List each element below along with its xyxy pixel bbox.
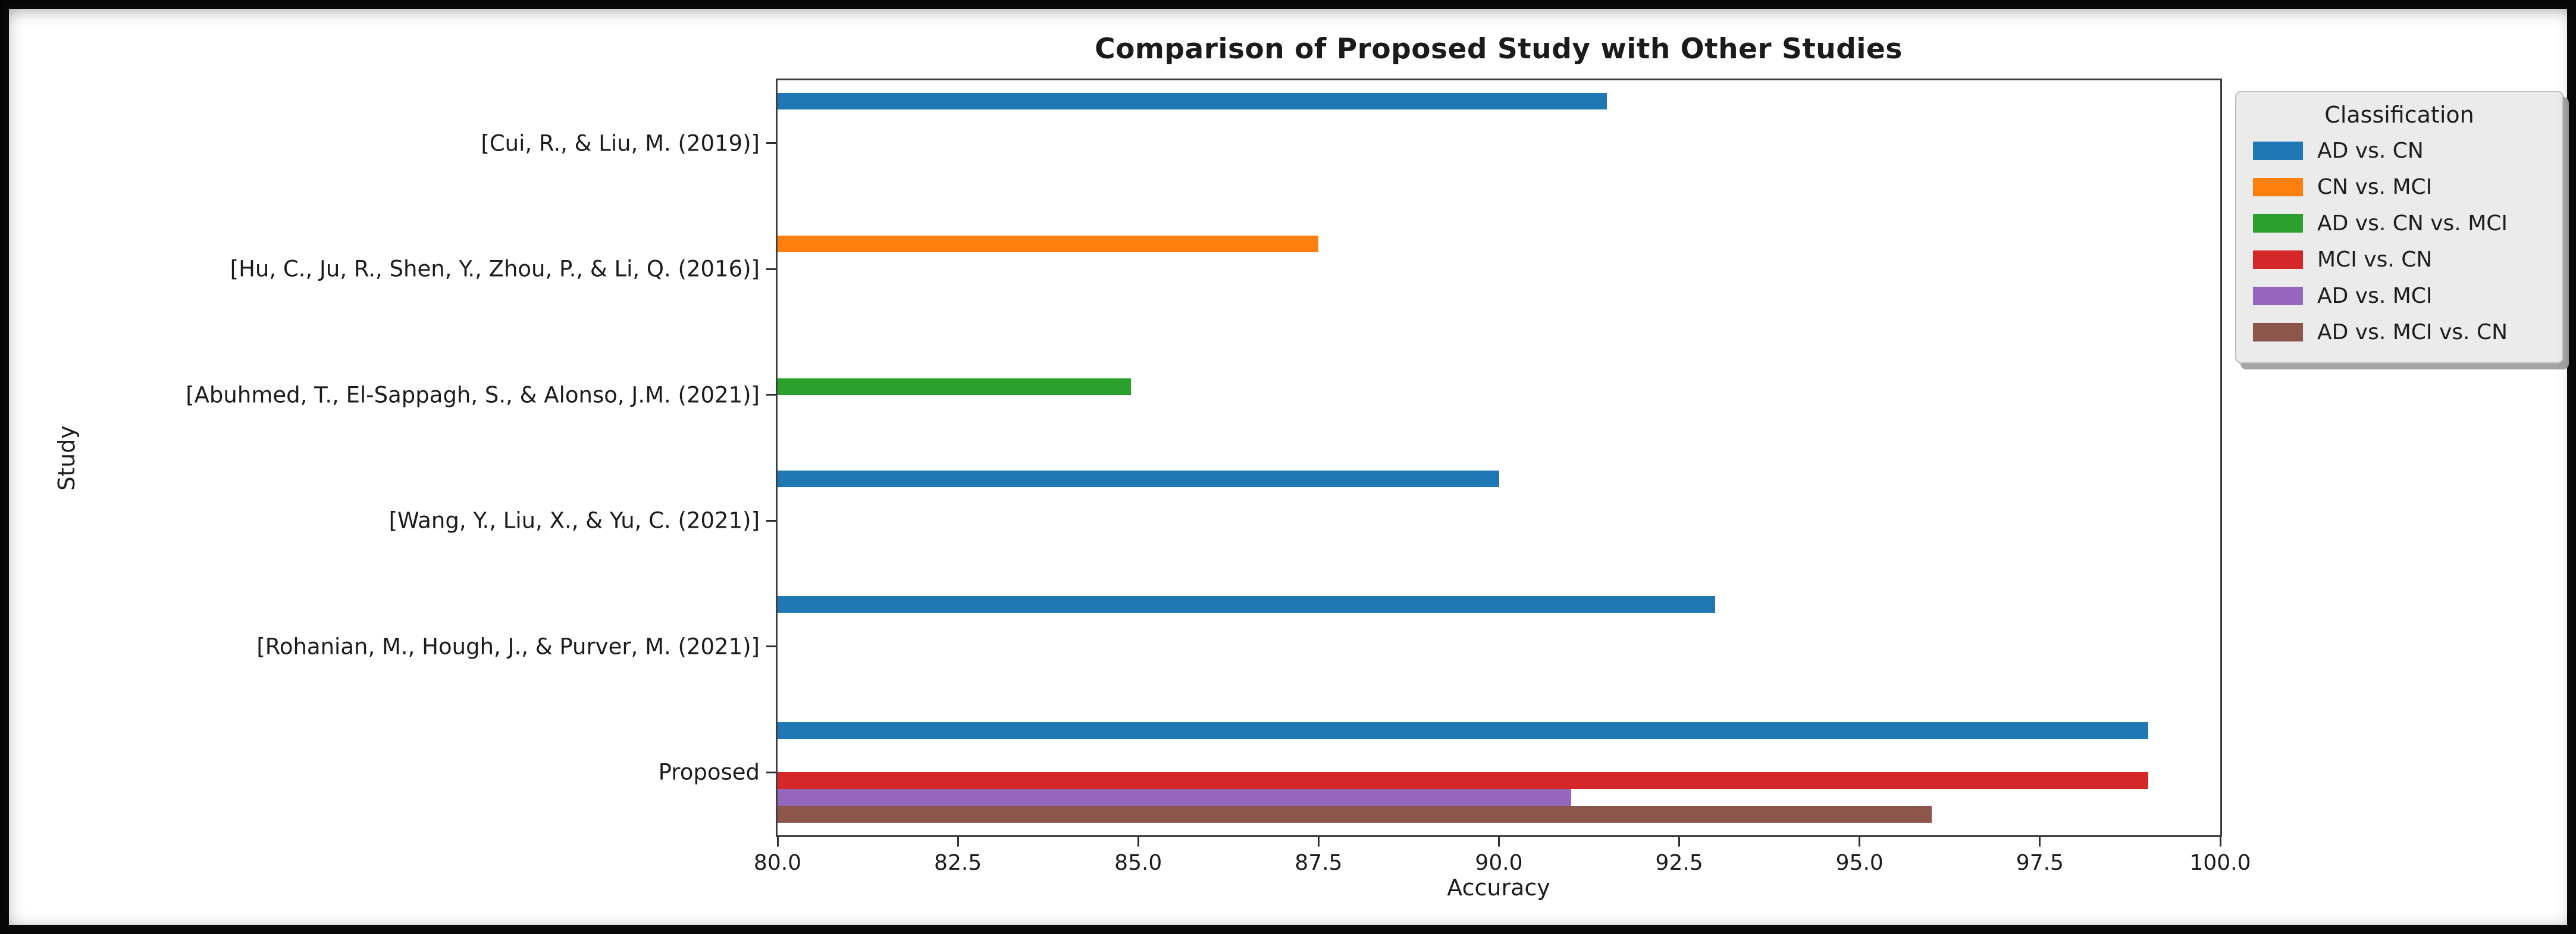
y-tick-mark <box>766 645 776 648</box>
x-tick-label: 92.5 <box>1655 851 1703 875</box>
bar <box>778 722 2148 739</box>
legend-swatch <box>2253 214 2303 233</box>
x-tick-mark <box>2219 837 2221 847</box>
legend-item: AD vs. MCI vs. CN <box>2236 314 2562 350</box>
x-tick-mark <box>1859 837 1861 847</box>
x-tick-mark <box>1678 837 1681 847</box>
legend-label: AD vs. CN vs. MCI <box>2317 211 2508 236</box>
category-tick-label: Proposed <box>658 759 760 785</box>
x-tick-mark <box>1498 837 1500 847</box>
y-tick-mark <box>766 519 776 522</box>
legend-item: AD vs. CN vs. MCI <box>2236 205 2562 242</box>
y-tick-mark <box>766 771 776 773</box>
x-tick-mark <box>2039 837 2041 847</box>
plot-area: 80.0 82.5 85.0 87.5 90.0 92.5 95.0 97.5 100.0 [Cu… <box>186 79 2251 875</box>
category-tick-label: [Abuhmed, T., El-Sappagh, S., & Alonso, … <box>186 382 760 408</box>
bar <box>778 789 1571 806</box>
x-tick-label: 87.5 <box>1295 851 1343 875</box>
legend-swatch <box>2253 178 2303 196</box>
y-tick-mark <box>766 268 776 270</box>
legend-label: AD vs. MCI vs. CN <box>2317 320 2508 344</box>
bar <box>778 470 1499 487</box>
bar <box>778 596 1716 613</box>
x-tick-label: 85.0 <box>1114 851 1162 875</box>
x-tick-label: 90.0 <box>1475 851 1523 875</box>
category-tick-label: [Hu, C., Ju, R., Shen, Y., Zhou, P., & L… <box>230 256 760 282</box>
legend-swatch <box>2253 250 2303 269</box>
y-axis-label: Study <box>53 425 80 491</box>
legend-label: MCI vs. CN <box>2317 247 2433 272</box>
chart-title: Comparison of Proposed Study with Other … <box>1095 33 1903 65</box>
legend-swatch <box>2253 142 2303 160</box>
bar <box>778 378 1132 395</box>
x-axis-label: Accuracy <box>1447 875 1550 901</box>
category-tick-label: [Rohanian, M., Hough, J., & Purver, M. (… <box>256 634 760 660</box>
legend-title: Classification <box>2324 102 2474 128</box>
y-tick-mark <box>766 394 776 396</box>
category-tick-label: [Cui, R., & Liu, M. (2019)] <box>481 130 760 156</box>
legend-label: AD vs. MCI <box>2317 284 2433 308</box>
bar <box>778 806 1932 823</box>
bar <box>778 93 1607 110</box>
category-tick-label: [Wang, Y., Liu, X., & Yu, C. (2021)] <box>388 507 760 534</box>
bar <box>778 772 2148 789</box>
x-tick-label: 80.0 <box>753 851 802 875</box>
x-tick-label: 97.5 <box>2016 851 2064 875</box>
x-tick-label: 100.0 <box>2189 851 2251 875</box>
legend-item: CN vs. MCI <box>2236 169 2562 205</box>
x-tick-mark <box>776 837 779 847</box>
legend-swatch <box>2253 287 2303 305</box>
x-tick-mark <box>957 837 959 847</box>
legend-item: AD vs. CN <box>2236 133 2562 169</box>
bar <box>778 235 1319 253</box>
x-tick-label: 95.0 <box>1835 851 1884 875</box>
legend-items: AD vs. CN CN vs. MCI AD vs. CN vs. MCI MCI … <box>2236 133 2562 350</box>
legend-label: CN vs. MCI <box>2317 175 2433 199</box>
x-tick-label: 82.5 <box>934 851 982 875</box>
y-tick-mark <box>766 142 776 145</box>
legend-item: AD vs. MCI <box>2236 278 2562 314</box>
legend: Classification AD vs. CN CN vs. MCI AD vs.… <box>2235 91 2564 363</box>
legend-label: AD vs. CN <box>2317 139 2424 163</box>
x-tick-mark <box>1317 837 1320 847</box>
legend-item: MCI vs. CN <box>2236 242 2562 278</box>
legend-swatch <box>2253 323 2303 341</box>
x-tick-mark <box>1137 837 1139 847</box>
